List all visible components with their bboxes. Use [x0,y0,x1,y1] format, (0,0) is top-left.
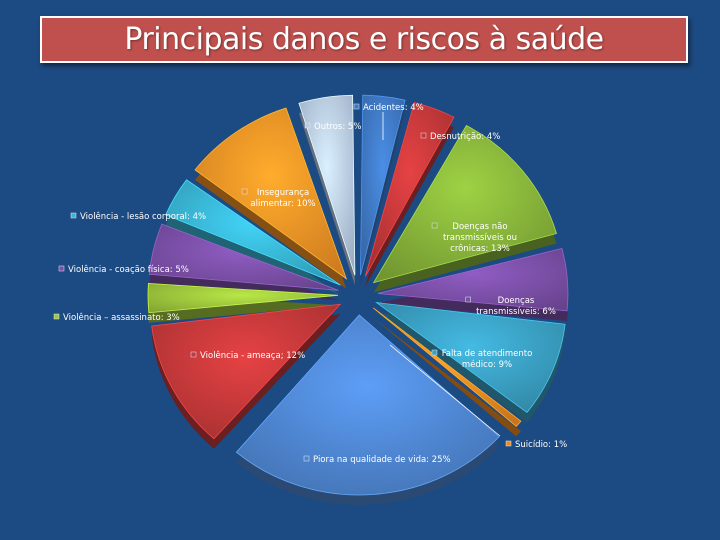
label-text-violencia-ameaca-0: Violência - ameaça; 12% [200,350,305,361]
label-text-violencia-lesao-0: Violência - lesão corporal: 4% [80,211,206,222]
label-text-inseguranca-alimentar-1: alimentar: 10% [250,199,315,209]
label-text-doencas-nao-transmissiveis-1: transmissíveis ou [443,233,517,243]
label-swatch-inseguranca-alimentar [241,188,248,195]
label-text-violencia-assassinato-0: Violência – assassinato: 3% [63,312,180,323]
label-swatch-violencia-coacao [58,265,65,272]
pie-slice-violencia-ameaca [151,303,342,440]
label-text-piora-qualidade-0: Piora na qualidade de vida: 25% [313,455,451,465]
label-text-doencas-nao-transmissiveis-0: Doenças não [452,222,507,232]
pie-slice-violencia-coacao [148,223,339,291]
pie-slice-falta-atendimento [375,302,566,414]
data-label-suicidio: Suicídio: 1% [505,440,567,450]
data-label-violencia-assassinato: Violência – assassinato: 3% [53,312,180,323]
label-swatch-acidentes [353,103,360,110]
pie-labels: Acidentes: 4%Desnutrição: 4%Doenças nãot… [53,103,567,465]
label-swatch-outros [304,122,311,129]
label-swatch-violencia-assassinato [53,313,60,320]
pie-slice-acidentes [360,94,406,276]
label-text-doencas-transmissiveis-0: Doenças [498,296,535,306]
label-swatch-piora-qualidade [303,455,310,462]
label-swatch-suicidio [505,440,512,447]
label-text-inseguranca-alimentar-0: Insegurança [257,188,309,198]
leader-line-suicidio [389,344,501,437]
pie-slice-piora-qualidade [235,314,500,496]
pie-slice-doencas-transmissiveis [377,248,569,312]
label-swatch-desnutricao [420,132,427,139]
pie-slice-suicidio [373,307,522,427]
data-label-violencia-ameaca: Violência - ameaça; 12% [190,350,305,361]
label-text-falta-atendimento-1: médico: 9% [462,359,512,370]
label-swatch-violencia-lesao [70,212,77,219]
pie-slice-outros [298,94,356,276]
label-text-doencas-nao-transmissiveis-2: crônicas: 13% [450,243,510,254]
label-text-suicidio-0: Suicídio: 1% [515,440,567,450]
data-label-desnutricao: Desnutrição: 4% [420,132,500,142]
pie-slice-violencia-lesao [165,179,341,286]
label-text-desnutricao-0: Desnutrição: 4% [430,132,500,142]
chart-title: Principais danos e riscos à saúde [124,22,604,57]
data-label-outros: Outros: 5% [304,122,361,132]
data-label-acidentes: Acidentes: 4% [353,103,424,113]
pie-slices [147,94,569,505]
data-label-piora-qualidade: Piora na qualidade de vida: 25% [303,455,451,465]
pie-slice-desnutricao [364,101,455,277]
data-label-violencia-lesao: Violência - lesão corporal: 4% [70,211,206,222]
label-text-violencia-coacao-0: Violência - coação física: 5% [68,264,189,275]
pie-slice-violencia-assassinato [147,283,339,314]
label-swatch-violencia-ameaca [190,351,197,358]
label-swatch-doencas-nao-transmissiveis [431,222,438,229]
data-label-violencia-coacao: Violência - coação física: 5% [58,264,189,275]
pie-slice-doencas-nao-transmissiveis [372,124,557,284]
pie-slice-inseguranca-alimentar [194,107,348,280]
label-text-falta-atendimento-0: Falta de atendimento [442,349,533,359]
label-text-acidentes-0: Acidentes: 4% [363,103,424,113]
title-banner: Principais danos e riscos à saúde [40,16,688,63]
label-text-outros-0: Outros: 5% [314,122,361,132]
label-swatch-doencas-transmissiveis [465,296,471,303]
label-swatch-falta-atendimento [431,349,438,356]
pie-slice-side-suicidio [373,317,521,437]
label-text-doencas-transmissiveis-1: transmissíveis: 6% [476,307,556,317]
